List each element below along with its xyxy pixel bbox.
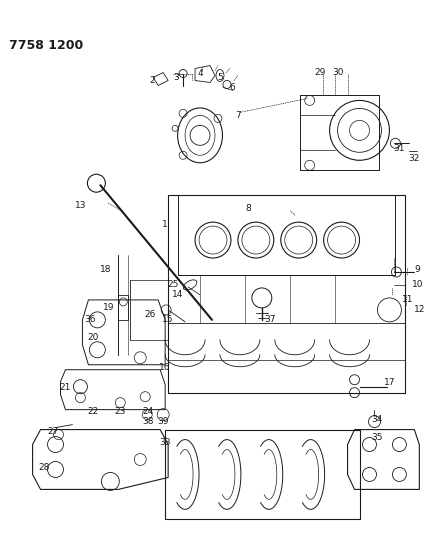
Text: 3: 3: [173, 73, 179, 82]
Bar: [300, 95, 380, 170]
Text: 23: 23: [115, 407, 126, 416]
Text: 28: 28: [38, 463, 49, 472]
Text: 16: 16: [159, 363, 171, 372]
Text: 7: 7: [235, 111, 241, 120]
Text: 27: 27: [48, 427, 59, 436]
Text: 31: 31: [394, 144, 405, 153]
Text: 8: 8: [245, 204, 251, 213]
Text: 14: 14: [172, 290, 184, 300]
Text: 10: 10: [412, 280, 423, 289]
Text: 13: 13: [74, 200, 86, 209]
Text: 9: 9: [414, 265, 420, 274]
Text: 34: 34: [372, 415, 383, 424]
Text: 6: 6: [229, 83, 235, 92]
Text: 4: 4: [197, 69, 203, 78]
Text: 5: 5: [217, 73, 223, 82]
Text: 29: 29: [314, 68, 325, 77]
Text: 30: 30: [332, 68, 343, 77]
Text: 37: 37: [264, 316, 276, 325]
Text: 33: 33: [159, 438, 171, 447]
Text: 7758 1200: 7758 1200: [9, 38, 83, 52]
Text: 17: 17: [383, 378, 395, 387]
Text: 19: 19: [103, 303, 114, 312]
Bar: [118, 295, 128, 320]
Text: 25: 25: [167, 280, 179, 289]
Bar: [168, 195, 405, 393]
Bar: [168, 323, 405, 393]
Text: 22: 22: [88, 407, 99, 416]
Text: 11: 11: [401, 295, 413, 304]
Text: 26: 26: [145, 310, 156, 319]
Text: 1: 1: [162, 220, 168, 229]
Text: 18: 18: [100, 265, 111, 274]
Text: 35: 35: [372, 433, 383, 442]
Text: 15: 15: [162, 316, 174, 325]
Text: 24: 24: [143, 407, 154, 416]
Text: 36: 36: [85, 316, 96, 325]
Text: 21: 21: [60, 383, 71, 392]
Bar: [168, 360, 405, 393]
Text: 20: 20: [88, 333, 99, 342]
Text: 39: 39: [158, 417, 169, 426]
Text: 2: 2: [149, 76, 155, 85]
Bar: [178, 195, 395, 275]
Text: 32: 32: [409, 154, 420, 163]
Text: 12: 12: [413, 305, 425, 314]
Text: 38: 38: [143, 417, 154, 426]
Bar: [165, 430, 360, 519]
